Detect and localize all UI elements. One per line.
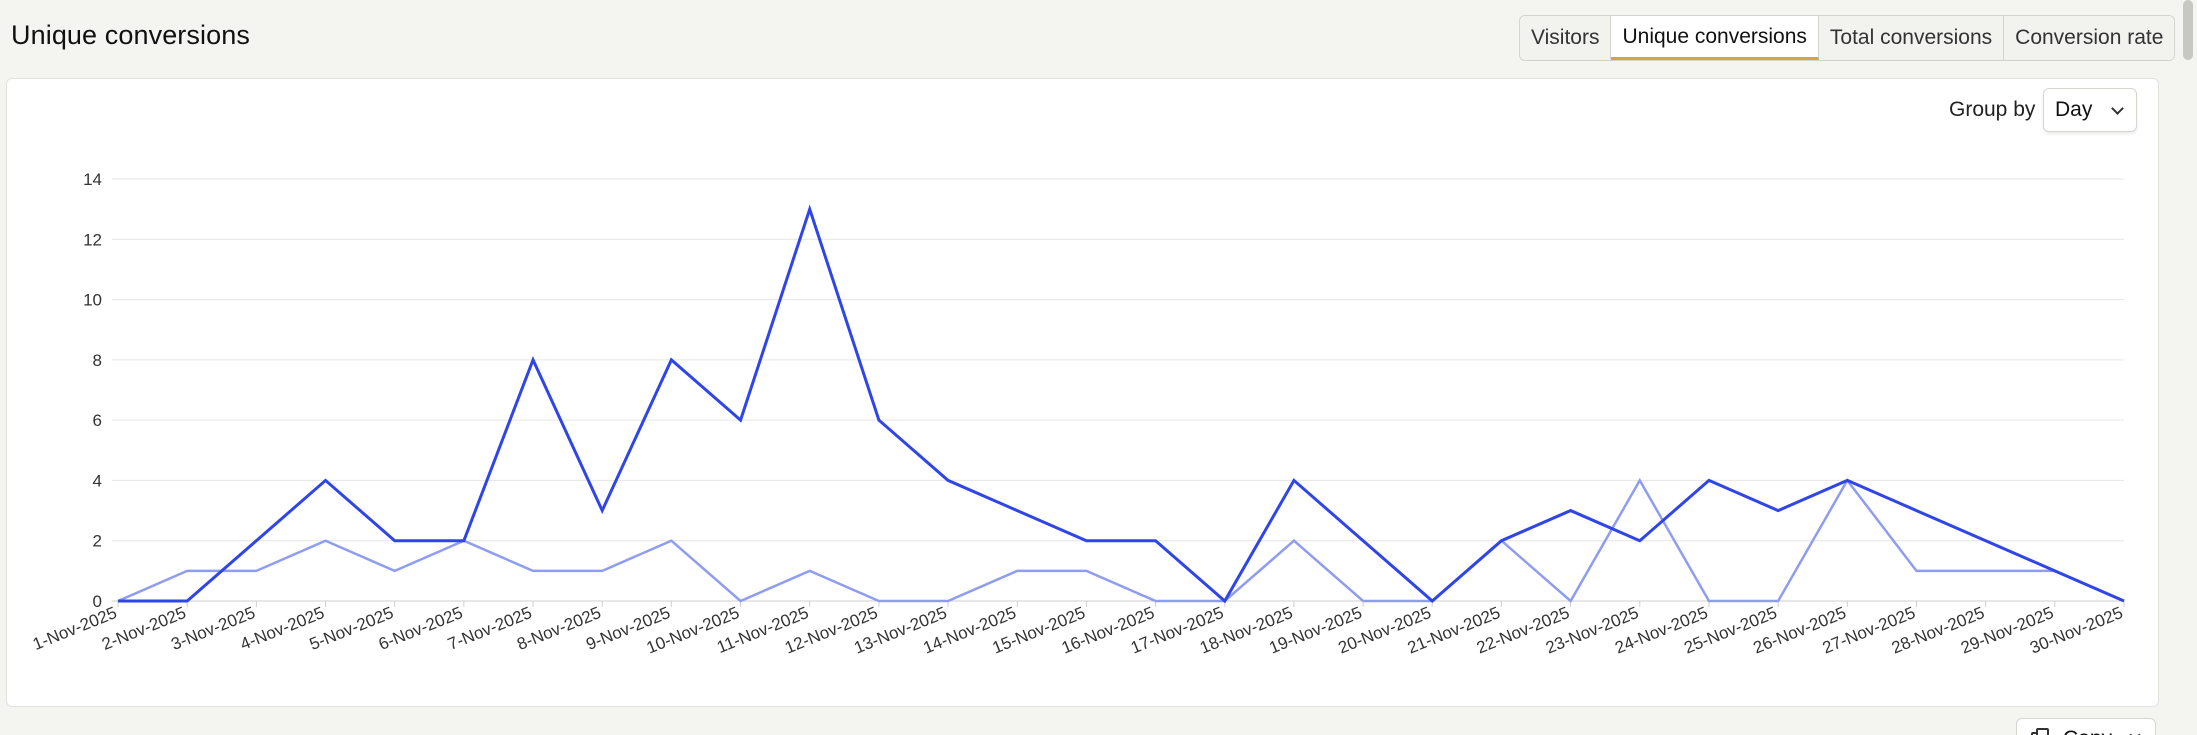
copy-button[interactable]: Copy: [2016, 718, 2156, 735]
tab-total-conversions[interactable]: Total conversions: [1818, 16, 2005, 60]
tab-conversion-rate[interactable]: Conversion rate: [2004, 16, 2175, 60]
tab-unique-conversions[interactable]: Unique conversions: [1611, 16, 1819, 60]
y-axis-ticks: 0 2 4 6 8 10 12 14: [83, 170, 102, 611]
y-tick-label: 14: [83, 170, 102, 189]
group-by-label: Group by: [1949, 98, 2036, 121]
x-axis-ticks: 1-Nov-20252-Nov-20253-Nov-20254-Nov-2025…: [30, 601, 2125, 658]
copy-label: Copy: [2063, 727, 2112, 735]
group-by-value: Day: [2055, 98, 2093, 121]
y-tick-label: 8: [93, 351, 102, 370]
y-tick-label: 6: [93, 411, 102, 430]
series-line-primary: [118, 204, 2125, 604]
y-tick-label: 0: [93, 592, 102, 611]
y-tick-label: 12: [83, 230, 102, 249]
copy-icon: [2031, 728, 2049, 735]
y-tick-label: 4: [93, 471, 102, 490]
page-title: Unique conversions: [11, 20, 250, 50]
y-tick-label: 10: [83, 291, 102, 310]
page-scrollbar[interactable]: [2183, 0, 2193, 60]
tab-visitors[interactable]: Visitors: [1520, 16, 1612, 60]
group-by-select[interactable]: Day: [2043, 88, 2137, 132]
y-tick-label: 2: [93, 532, 102, 551]
chart-card: [6, 78, 2159, 707]
chevron-down-icon: [2129, 729, 2141, 735]
grid-lines: [112, 178, 2124, 602]
series-line-secondary: [117, 477, 2125, 603]
series-lines: [117, 204, 2125, 604]
metric-tabs: Visitors Unique conversions Total conver…: [1519, 15, 2176, 61]
